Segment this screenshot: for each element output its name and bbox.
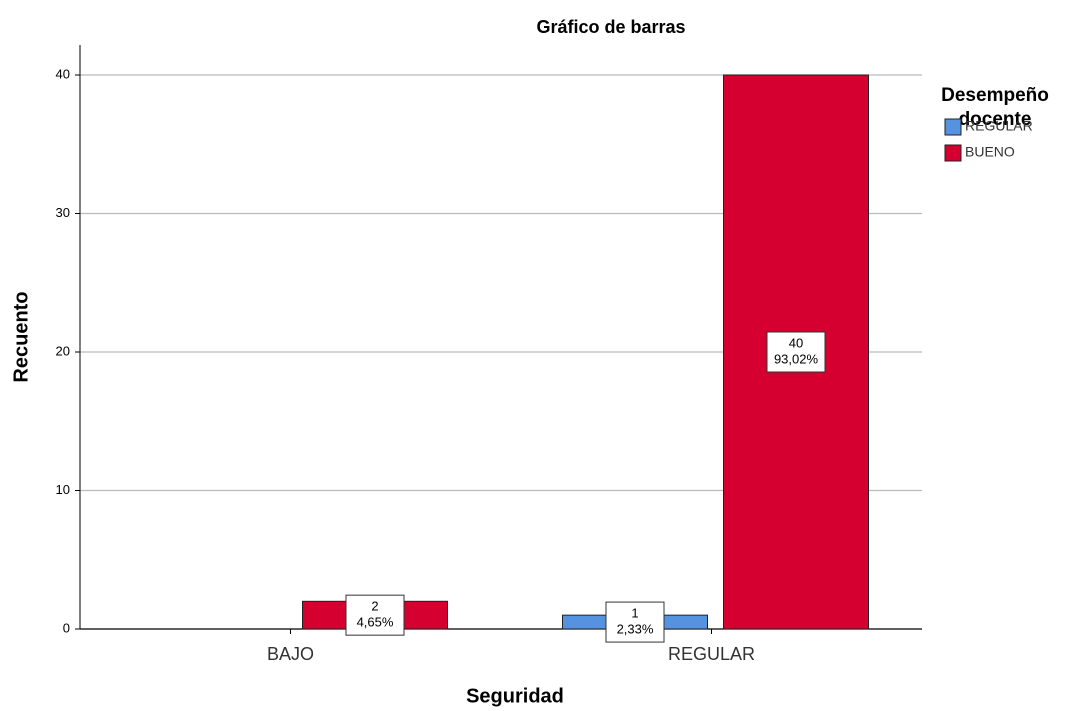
percent-label: 93,02% (774, 351, 819, 366)
legend-label: REGULAR (965, 118, 1033, 134)
percent-label: 2,33% (617, 622, 654, 637)
percent-label: 4,65% (357, 615, 394, 630)
x-tick-label: BAJO (267, 644, 314, 664)
data-label-box (605, 601, 665, 643)
data-label-box (345, 594, 405, 636)
y-tick-label: 40 (56, 66, 70, 81)
y-axis-title: Recuento (10, 291, 32, 382)
legend-swatch (944, 144, 962, 162)
legend-label: BUENO (965, 144, 1015, 160)
legend-title: docente (959, 109, 1032, 130)
y-tick-label: 30 (56, 205, 70, 220)
y-tick-label: 20 (56, 343, 70, 358)
data-label: 2 (371, 599, 378, 614)
x-tick-label: REGULAR (668, 644, 755, 664)
data-label-box (766, 331, 826, 373)
x-axis-title: Seguridad (466, 685, 564, 707)
data-label: 40 (789, 335, 803, 350)
chart-title: Gráfico de barras (536, 17, 685, 37)
data-label: 1 (631, 606, 638, 621)
y-tick-label: 10 (56, 482, 70, 497)
legend-swatch (944, 118, 962, 136)
legend-title: Desempeño (941, 85, 1049, 106)
y-tick-label: 0 (63, 620, 70, 635)
